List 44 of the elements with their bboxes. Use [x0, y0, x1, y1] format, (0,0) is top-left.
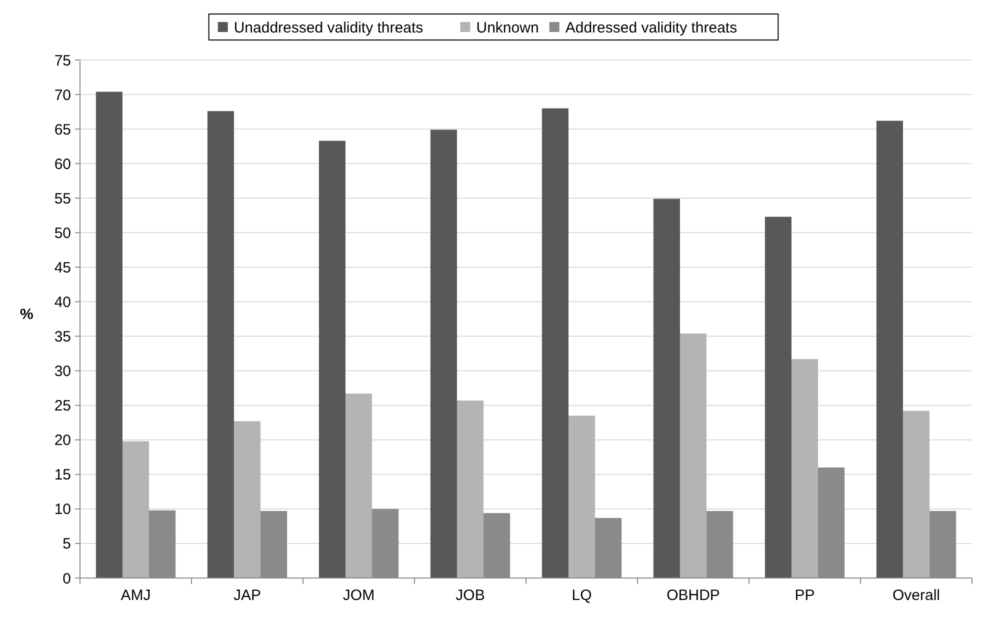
- y-tick-label: 65: [54, 121, 71, 138]
- bar: [902, 410, 930, 578]
- bar: [542, 108, 568, 578]
- bar: [122, 441, 150, 578]
- bar: [680, 334, 707, 578]
- bar: [234, 421, 261, 578]
- bar: [764, 216, 792, 578]
- y-tick-label: 55: [54, 190, 71, 208]
- y-tick-label: 20: [54, 432, 71, 450]
- y-tick-label: 40: [54, 294, 71, 311]
- y-tick-label: 50: [54, 224, 71, 242]
- x-tick-label: Overall: [892, 587, 940, 604]
- legend-label: Unknown: [476, 19, 539, 36]
- legend-label: Addressed validity threats: [565, 19, 738, 36]
- x-tick-label: JOB: [456, 587, 485, 604]
- x-tick-label: PP: [794, 587, 815, 604]
- y-tick-label: 60: [54, 156, 71, 173]
- y-tick-label: 75: [54, 52, 71, 70]
- y-axis-title: %: [20, 306, 34, 323]
- bar: [207, 111, 234, 578]
- y-tick-label: 35: [54, 328, 71, 346]
- x-tick-label: OBHDP: [666, 587, 720, 604]
- bar: [568, 416, 596, 578]
- bar: [318, 140, 346, 578]
- y-tick-label: 10: [54, 501, 71, 518]
- bar: [653, 198, 680, 578]
- x-tick-label: LQ: [572, 587, 592, 604]
- bar: [791, 359, 818, 578]
- y-tick-label: 5: [62, 536, 71, 553]
- bar: [456, 400, 484, 578]
- y-tick-label: 70: [54, 86, 71, 104]
- bar: [876, 120, 903, 578]
- y-tick-label: 45: [54, 259, 71, 276]
- x-tick-label: AMJ: [120, 587, 151, 604]
- y-tick-label: 25: [54, 398, 71, 415]
- y-tick-label: 0: [62, 570, 71, 588]
- x-tick-label: JAP: [233, 587, 262, 604]
- bar: [96, 92, 122, 578]
- bar: [345, 394, 372, 578]
- bar: [430, 130, 457, 578]
- legend-label: Unaddressed validity threats: [234, 19, 424, 36]
- y-tick-label: 30: [54, 363, 71, 380]
- y-tick-label: 15: [54, 466, 71, 484]
- x-tick-label: JOM: [342, 587, 375, 604]
